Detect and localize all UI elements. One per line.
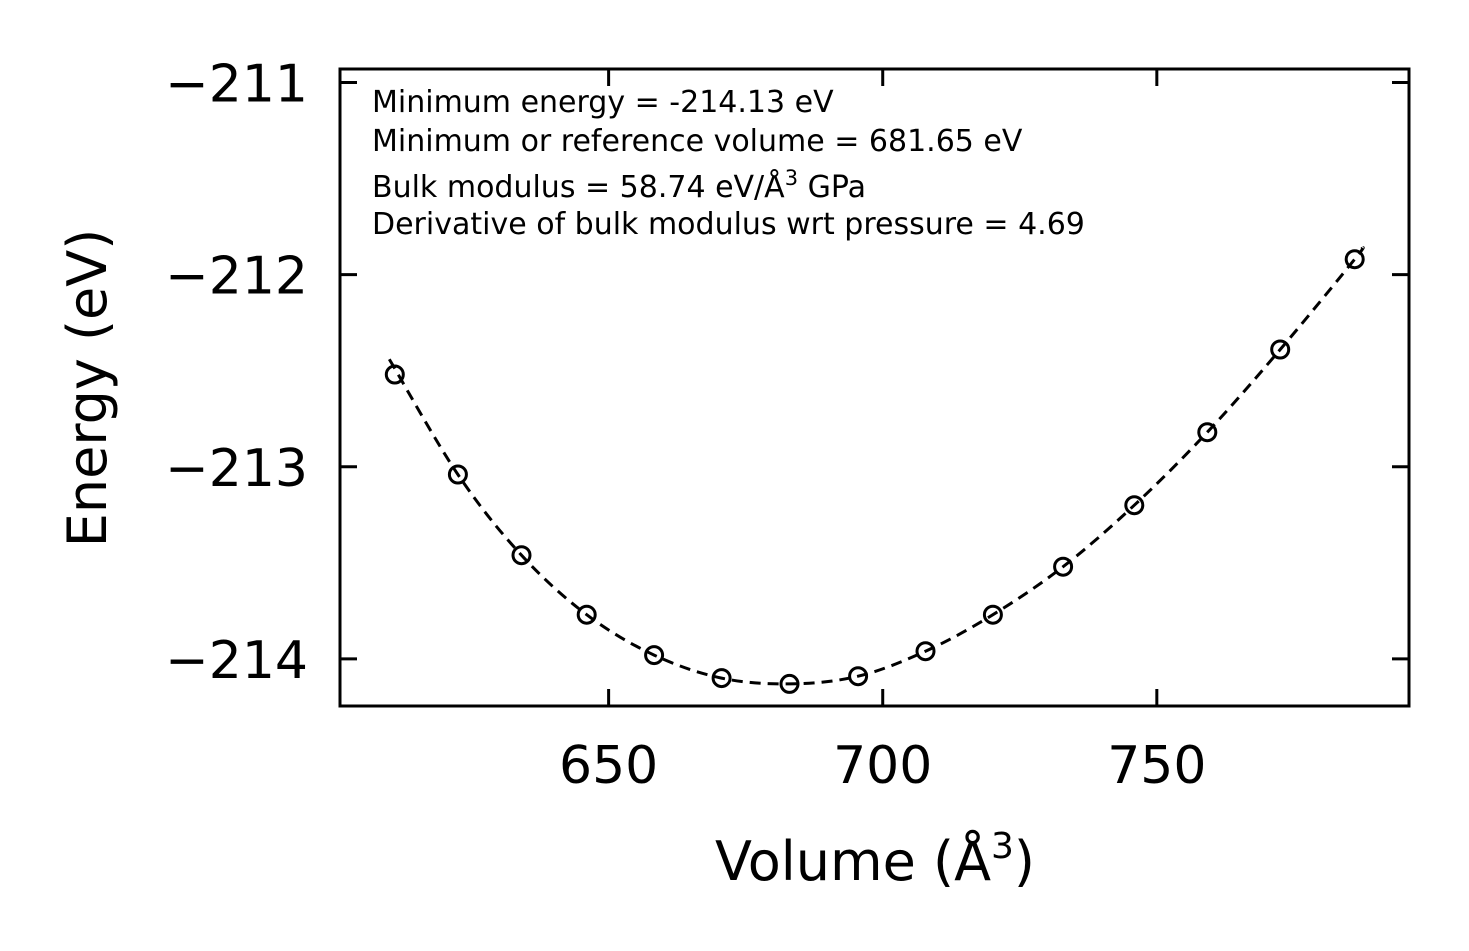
data-point bbox=[711, 668, 732, 689]
x-tick-label: 650 bbox=[559, 736, 658, 796]
data-point bbox=[848, 666, 869, 687]
data-point bbox=[1344, 249, 1365, 270]
y-tick-label: −212 bbox=[165, 247, 308, 307]
data-point bbox=[644, 645, 665, 666]
data-point bbox=[1053, 556, 1074, 577]
data-point bbox=[576, 604, 597, 625]
data-point bbox=[779, 673, 800, 694]
data-point bbox=[384, 364, 405, 385]
annotation-bulk-modulus-sup: 3 bbox=[785, 166, 798, 190]
data-point bbox=[1124, 495, 1145, 516]
data-point bbox=[1197, 422, 1218, 443]
y-tick-label: −213 bbox=[165, 439, 308, 499]
x-axis-title-close: ) bbox=[1014, 830, 1035, 893]
x-axis-title-sup: 3 bbox=[991, 826, 1014, 867]
plot-frame bbox=[338, 67, 1411, 708]
annotation-bulk-modulus-unit: GPa bbox=[798, 170, 866, 205]
x-tick-label: 700 bbox=[833, 736, 932, 796]
data-point bbox=[511, 545, 532, 566]
data-point bbox=[1270, 339, 1291, 360]
annotation-box: Minimum energy = -214.13 eV Minimum or r… bbox=[372, 85, 1085, 242]
data-point bbox=[447, 464, 468, 485]
x-axis-title-main: Volume (Å bbox=[715, 829, 991, 893]
y-tick-label: −211 bbox=[165, 54, 308, 114]
ticks-layer: 650 700 750 −214 −213 −212 −211 bbox=[165, 54, 1409, 796]
x-axis-title: Volume (Å3) bbox=[715, 826, 1035, 893]
annotation-bulk-modulus-main: Bulk modulus = 58.74 eV/Å bbox=[372, 169, 785, 205]
annotation-min-volume: Minimum or reference volume = 681.65 eV bbox=[372, 124, 1023, 159]
y-tick-label: −214 bbox=[165, 631, 308, 691]
x-tick-label: 750 bbox=[1107, 736, 1206, 796]
data-point bbox=[915, 641, 936, 662]
y-axis-title: Energy (eV) bbox=[56, 229, 119, 548]
fit-curve bbox=[388, 246, 1365, 686]
annotation-min-energy: Minimum energy = -214.13 eV bbox=[372, 85, 834, 120]
fit-curve-layer bbox=[388, 246, 1365, 686]
data-points-layer bbox=[384, 249, 1365, 694]
annotation-bulk-modulus-derivative: Derivative of bulk modulus wrt pressure … bbox=[372, 207, 1085, 242]
annotation-bulk-modulus: Bulk modulus = 58.74 eV/Å3 GPa bbox=[372, 166, 866, 205]
data-point bbox=[982, 604, 1003, 625]
